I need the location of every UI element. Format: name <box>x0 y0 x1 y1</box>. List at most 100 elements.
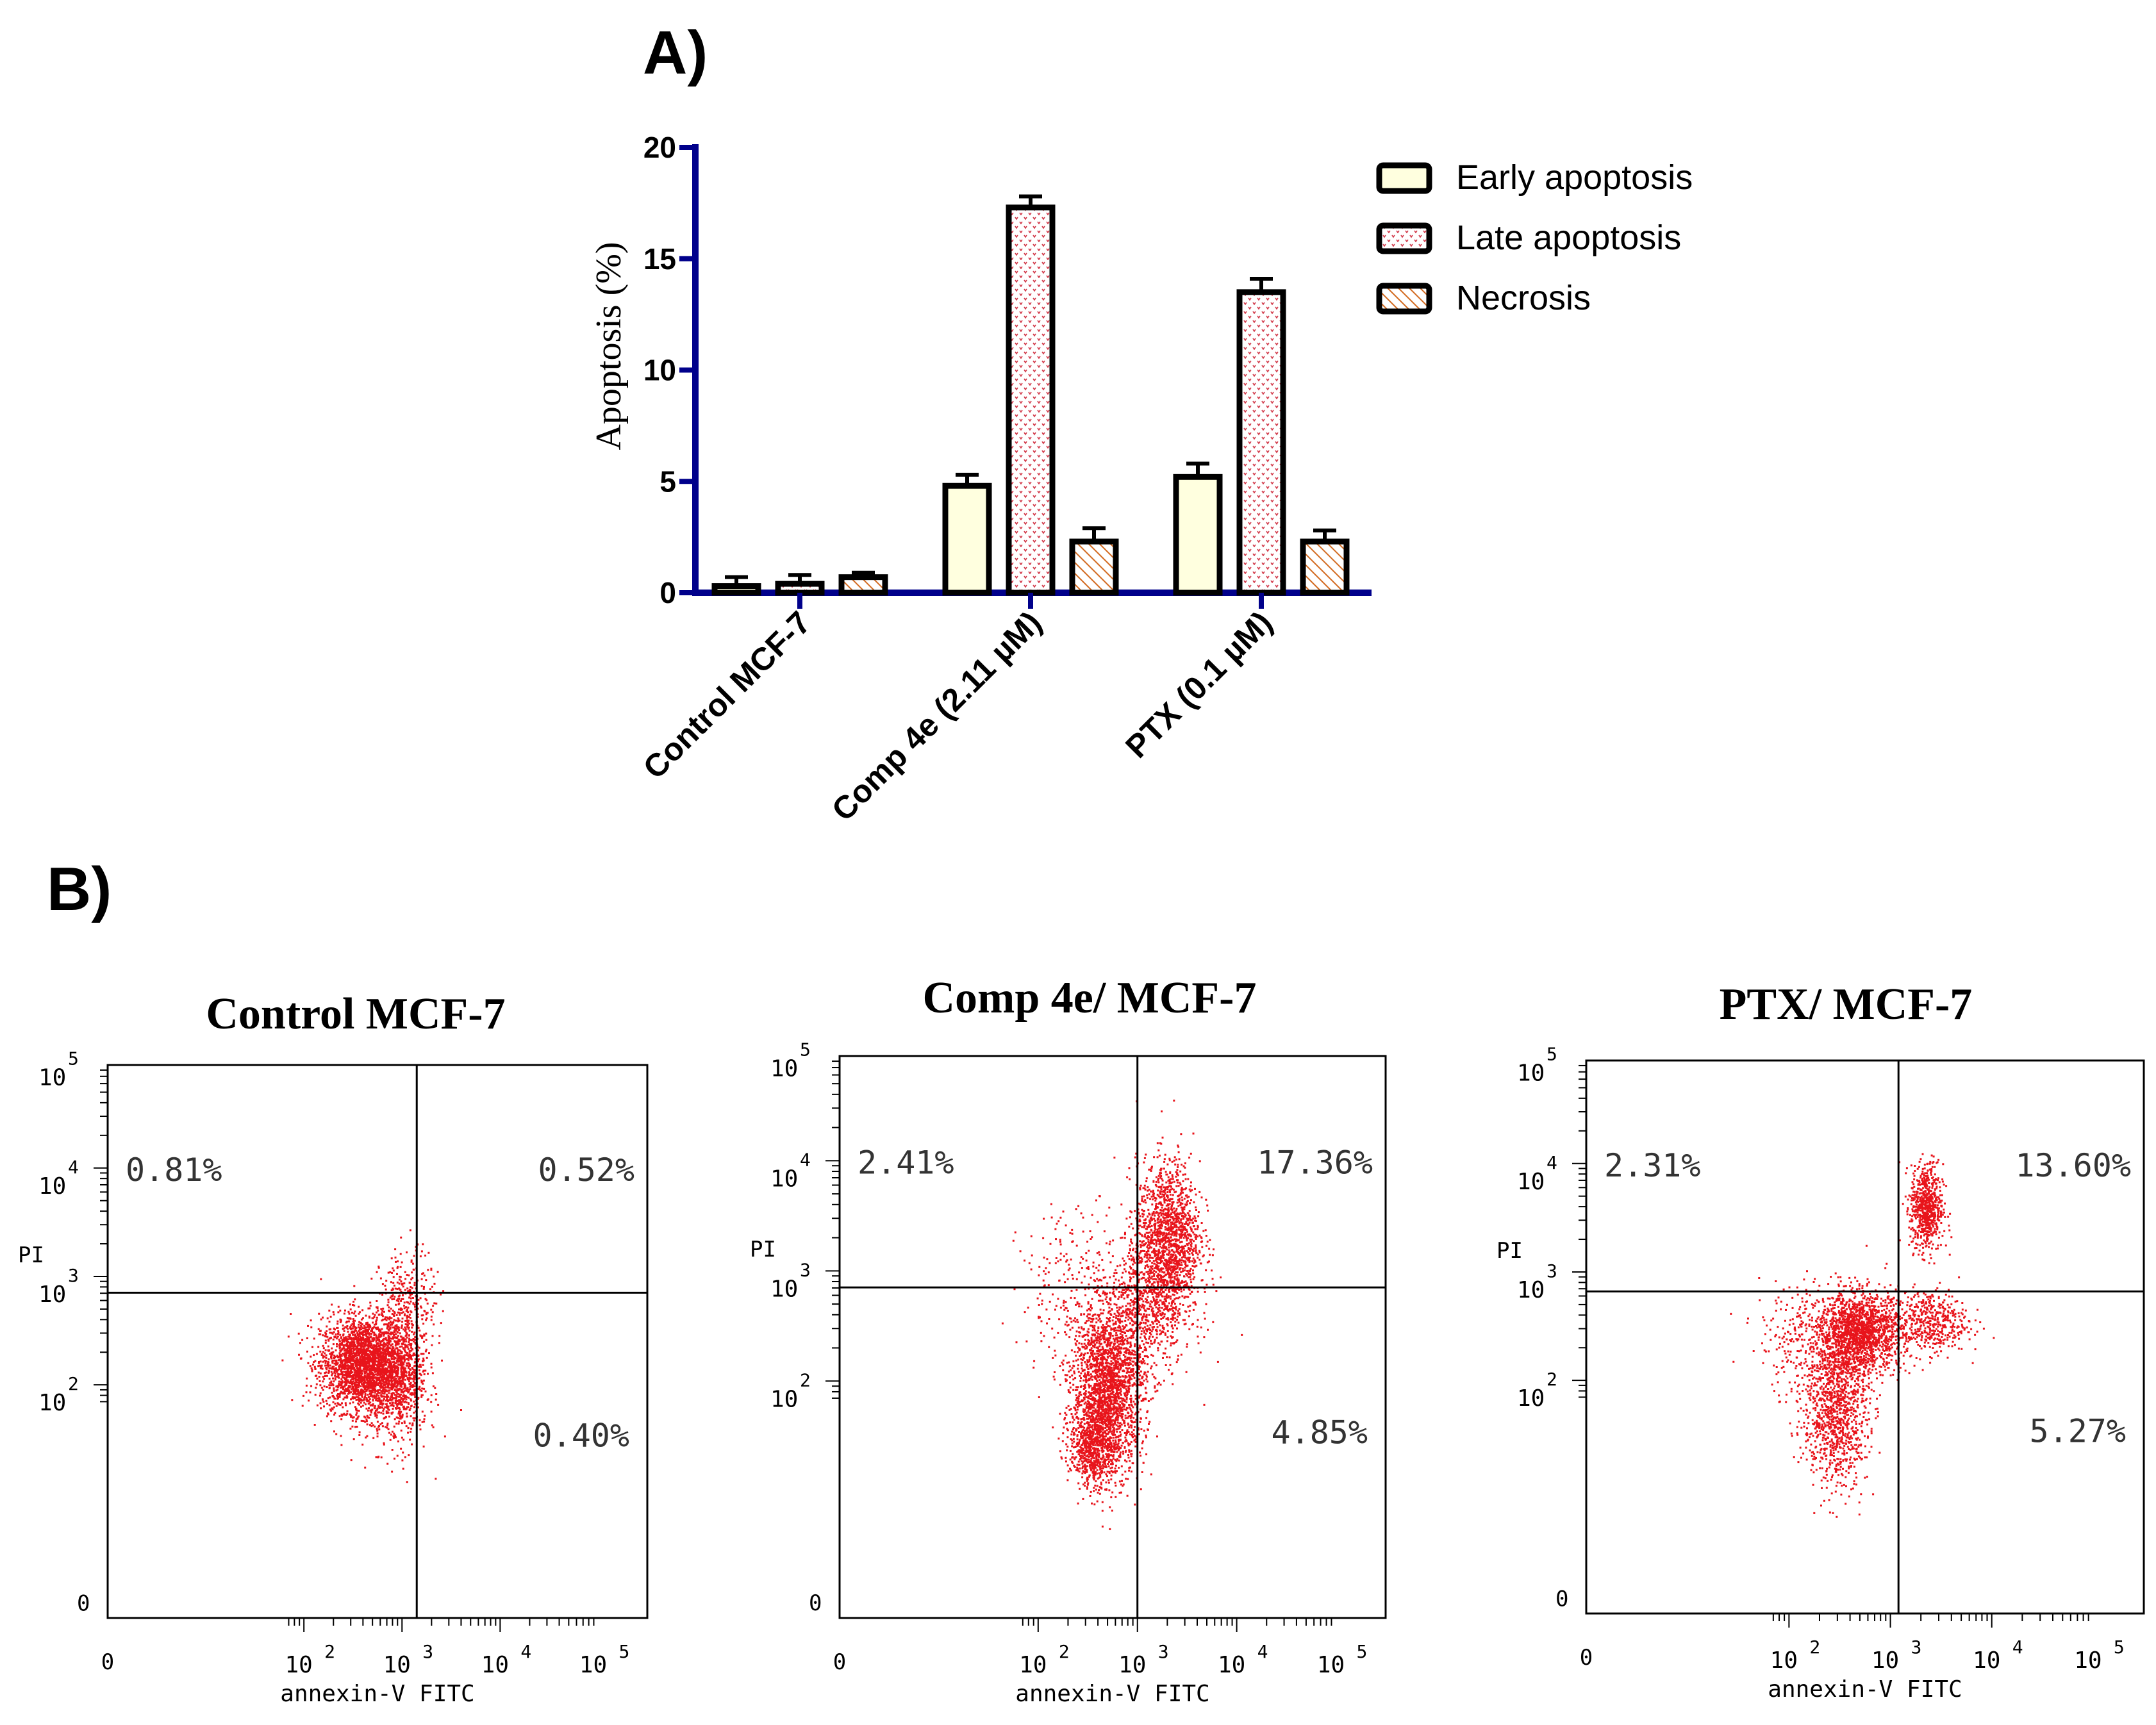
bar-early <box>711 583 761 596</box>
flow-plot-title: PTX/ MCF-7 <box>1720 980 1973 1029</box>
y-tick-exponent: 4 <box>68 1157 79 1178</box>
x-tick-label: 10 <box>1317 1652 1345 1678</box>
x-tick-exponent: 5 <box>1357 1641 1368 1662</box>
y-axis-label: PI <box>1497 1238 1523 1264</box>
y-tick-exponent: 4 <box>800 1149 811 1170</box>
legend-label-necrosis: Necrosis <box>1456 279 1591 317</box>
y-tick-label: 10 <box>1517 1061 1545 1087</box>
quadrant-upper-right: 0.52% <box>538 1151 634 1189</box>
x-tick-exponent: 4 <box>1257 1641 1268 1662</box>
legend-item-necrosis: Necrosis <box>1376 279 1591 317</box>
y-tick-exponent: 5 <box>1547 1044 1557 1065</box>
bar-chart: Apoptosis (%) 0 5 10 15 20 Control MCF-7 Comp … <box>589 131 1372 828</box>
bar-early <box>1173 474 1223 596</box>
flow-plot-frame <box>838 1055 1387 1619</box>
y-tick-label: 10 <box>770 1276 798 1302</box>
x-tick-exponent: 2 <box>1809 1637 1820 1658</box>
quadrant-lower-right: 4.85% <box>1271 1414 1368 1451</box>
x-tick-exponent: 3 <box>422 1641 433 1662</box>
x-tick-label: 10 <box>1973 1647 2000 1674</box>
x-tick-exponent: 3 <box>1911 1637 1922 1658</box>
x-tick-exponent: 5 <box>618 1641 629 1662</box>
flow-events <box>281 1229 462 1483</box>
bar-late <box>1006 204 1056 596</box>
legend-swatch-early <box>1376 162 1432 194</box>
x-tick-label: 10 <box>1770 1647 1798 1674</box>
quadrant-upper-right: 13.60% <box>2015 1147 2131 1184</box>
quadrant-upper-left: 2.41% <box>858 1144 954 1181</box>
x-tick-label: 0 <box>1580 1645 1593 1671</box>
x-tick-label: 0 <box>101 1649 114 1675</box>
legend-item-early: Early apoptosis <box>1376 158 1693 197</box>
flow-plot-title: Comp 4e/ MCF-7 <box>922 973 1256 1023</box>
x-tick-label: 10 <box>383 1652 411 1678</box>
bar-necrosis <box>1300 538 1350 596</box>
y-tick-label: 10 <box>38 1065 66 1091</box>
y-tick-label: 10 <box>643 354 676 387</box>
y-axis-label: PI <box>18 1242 44 1268</box>
y-tick-exponent: 4 <box>1547 1152 1557 1173</box>
quadrant-upper-left: 0.81% <box>126 1151 222 1189</box>
flow-dots <box>1001 1100 1243 1530</box>
quadrant-upper-left: 2.31% <box>1604 1147 1701 1184</box>
y-tick-label: 10 <box>770 1166 798 1192</box>
y-tick-exponent: 5 <box>800 1039 811 1060</box>
flow-plot-control: Control MCF-70.81% 0.52%0.40%0 10210310410… <box>18 989 649 1707</box>
panel-a-label: A) <box>643 19 708 87</box>
y-tick-exponent: 3 <box>1547 1260 1557 1282</box>
y-axis-label: PI <box>750 1237 776 1262</box>
y-tick-label: 0 <box>1555 1587 1568 1612</box>
y-tick-exponent: 2 <box>68 1373 79 1394</box>
flow-plot-frame <box>106 1064 649 1619</box>
x-tick-exponent: 5 <box>2114 1637 2125 1658</box>
x-tick-exponent: 2 <box>1059 1641 1070 1662</box>
y-tick-exponent: 5 <box>68 1048 79 1069</box>
y-tick-label: 10 <box>1517 1277 1545 1303</box>
flow-events <box>1730 1153 1995 1518</box>
flow-dots <box>281 1229 462 1483</box>
x-tick-label: 10 <box>1871 1647 1899 1674</box>
y-tick-label: 10 <box>770 1055 798 1082</box>
x-tick-label: 0 <box>833 1649 846 1675</box>
y-tick-label: 10 <box>38 1390 66 1416</box>
bar-late <box>1236 289 1286 596</box>
x-tick-exponent: 3 <box>1158 1641 1169 1662</box>
x-axis-label: annexin-V FITC <box>280 1681 474 1707</box>
x-tick-label: 10 <box>1118 1652 1146 1678</box>
legend-swatch-late <box>1376 222 1432 254</box>
x-axis-label: annexin-V FITC <box>1015 1681 1209 1707</box>
y-tick-exponent: 3 <box>68 1265 79 1286</box>
bar-early <box>942 483 992 596</box>
x-category-label: Control MCF-7 <box>636 604 818 786</box>
y-tick-label: 5 <box>659 465 676 498</box>
bar-late <box>775 581 825 596</box>
y-tick-label: 10 <box>1517 1385 1545 1412</box>
x-category-label: Comp 4e (2.11 µM) <box>825 604 1049 828</box>
y-tick-label: 10 <box>1517 1169 1545 1195</box>
y-tick-label: 10 <box>770 1386 798 1412</box>
x-axis-label: annexin-V FITC <box>1768 1676 1962 1703</box>
x-tick-label: 10 <box>481 1652 509 1678</box>
x-tick-exponent: 2 <box>324 1641 335 1662</box>
flow-plot-ptx: PTX/ MCF-72.31% 13.60%5.27%0 102103104105a… <box>1497 980 2145 1703</box>
quadrant-upper-right: 17.36% <box>1257 1144 1373 1181</box>
y-tick-label: 0 <box>659 576 676 609</box>
y-tick-label: 0 <box>77 1591 90 1617</box>
y-tick-exponent: 2 <box>800 1369 811 1391</box>
y-tick-label: 10 <box>38 1282 66 1308</box>
y-tick-label: 0 <box>809 1590 822 1616</box>
flow-plot-title: Control MCF-7 <box>206 989 505 1039</box>
bar-necrosis <box>838 574 888 596</box>
legend: Early apoptosis Late apoptosis Necrosis <box>1376 158 1693 317</box>
x-tick-exponent: 4 <box>2012 1637 2023 1658</box>
x-tick-exponent: 4 <box>520 1641 531 1662</box>
bar-necrosis <box>1069 538 1119 596</box>
quadrant-lower-right: 0.40% <box>533 1417 629 1454</box>
x-tick-label: 10 <box>1019 1652 1047 1678</box>
y-tick-exponent: 3 <box>800 1259 811 1280</box>
x-tick-label: 10 <box>2074 1647 2102 1674</box>
x-tick-label: 10 <box>285 1652 313 1678</box>
x-category-label: PTX (0.1 µM) <box>1118 604 1279 765</box>
x-tick-label: 10 <box>1218 1652 1245 1678</box>
